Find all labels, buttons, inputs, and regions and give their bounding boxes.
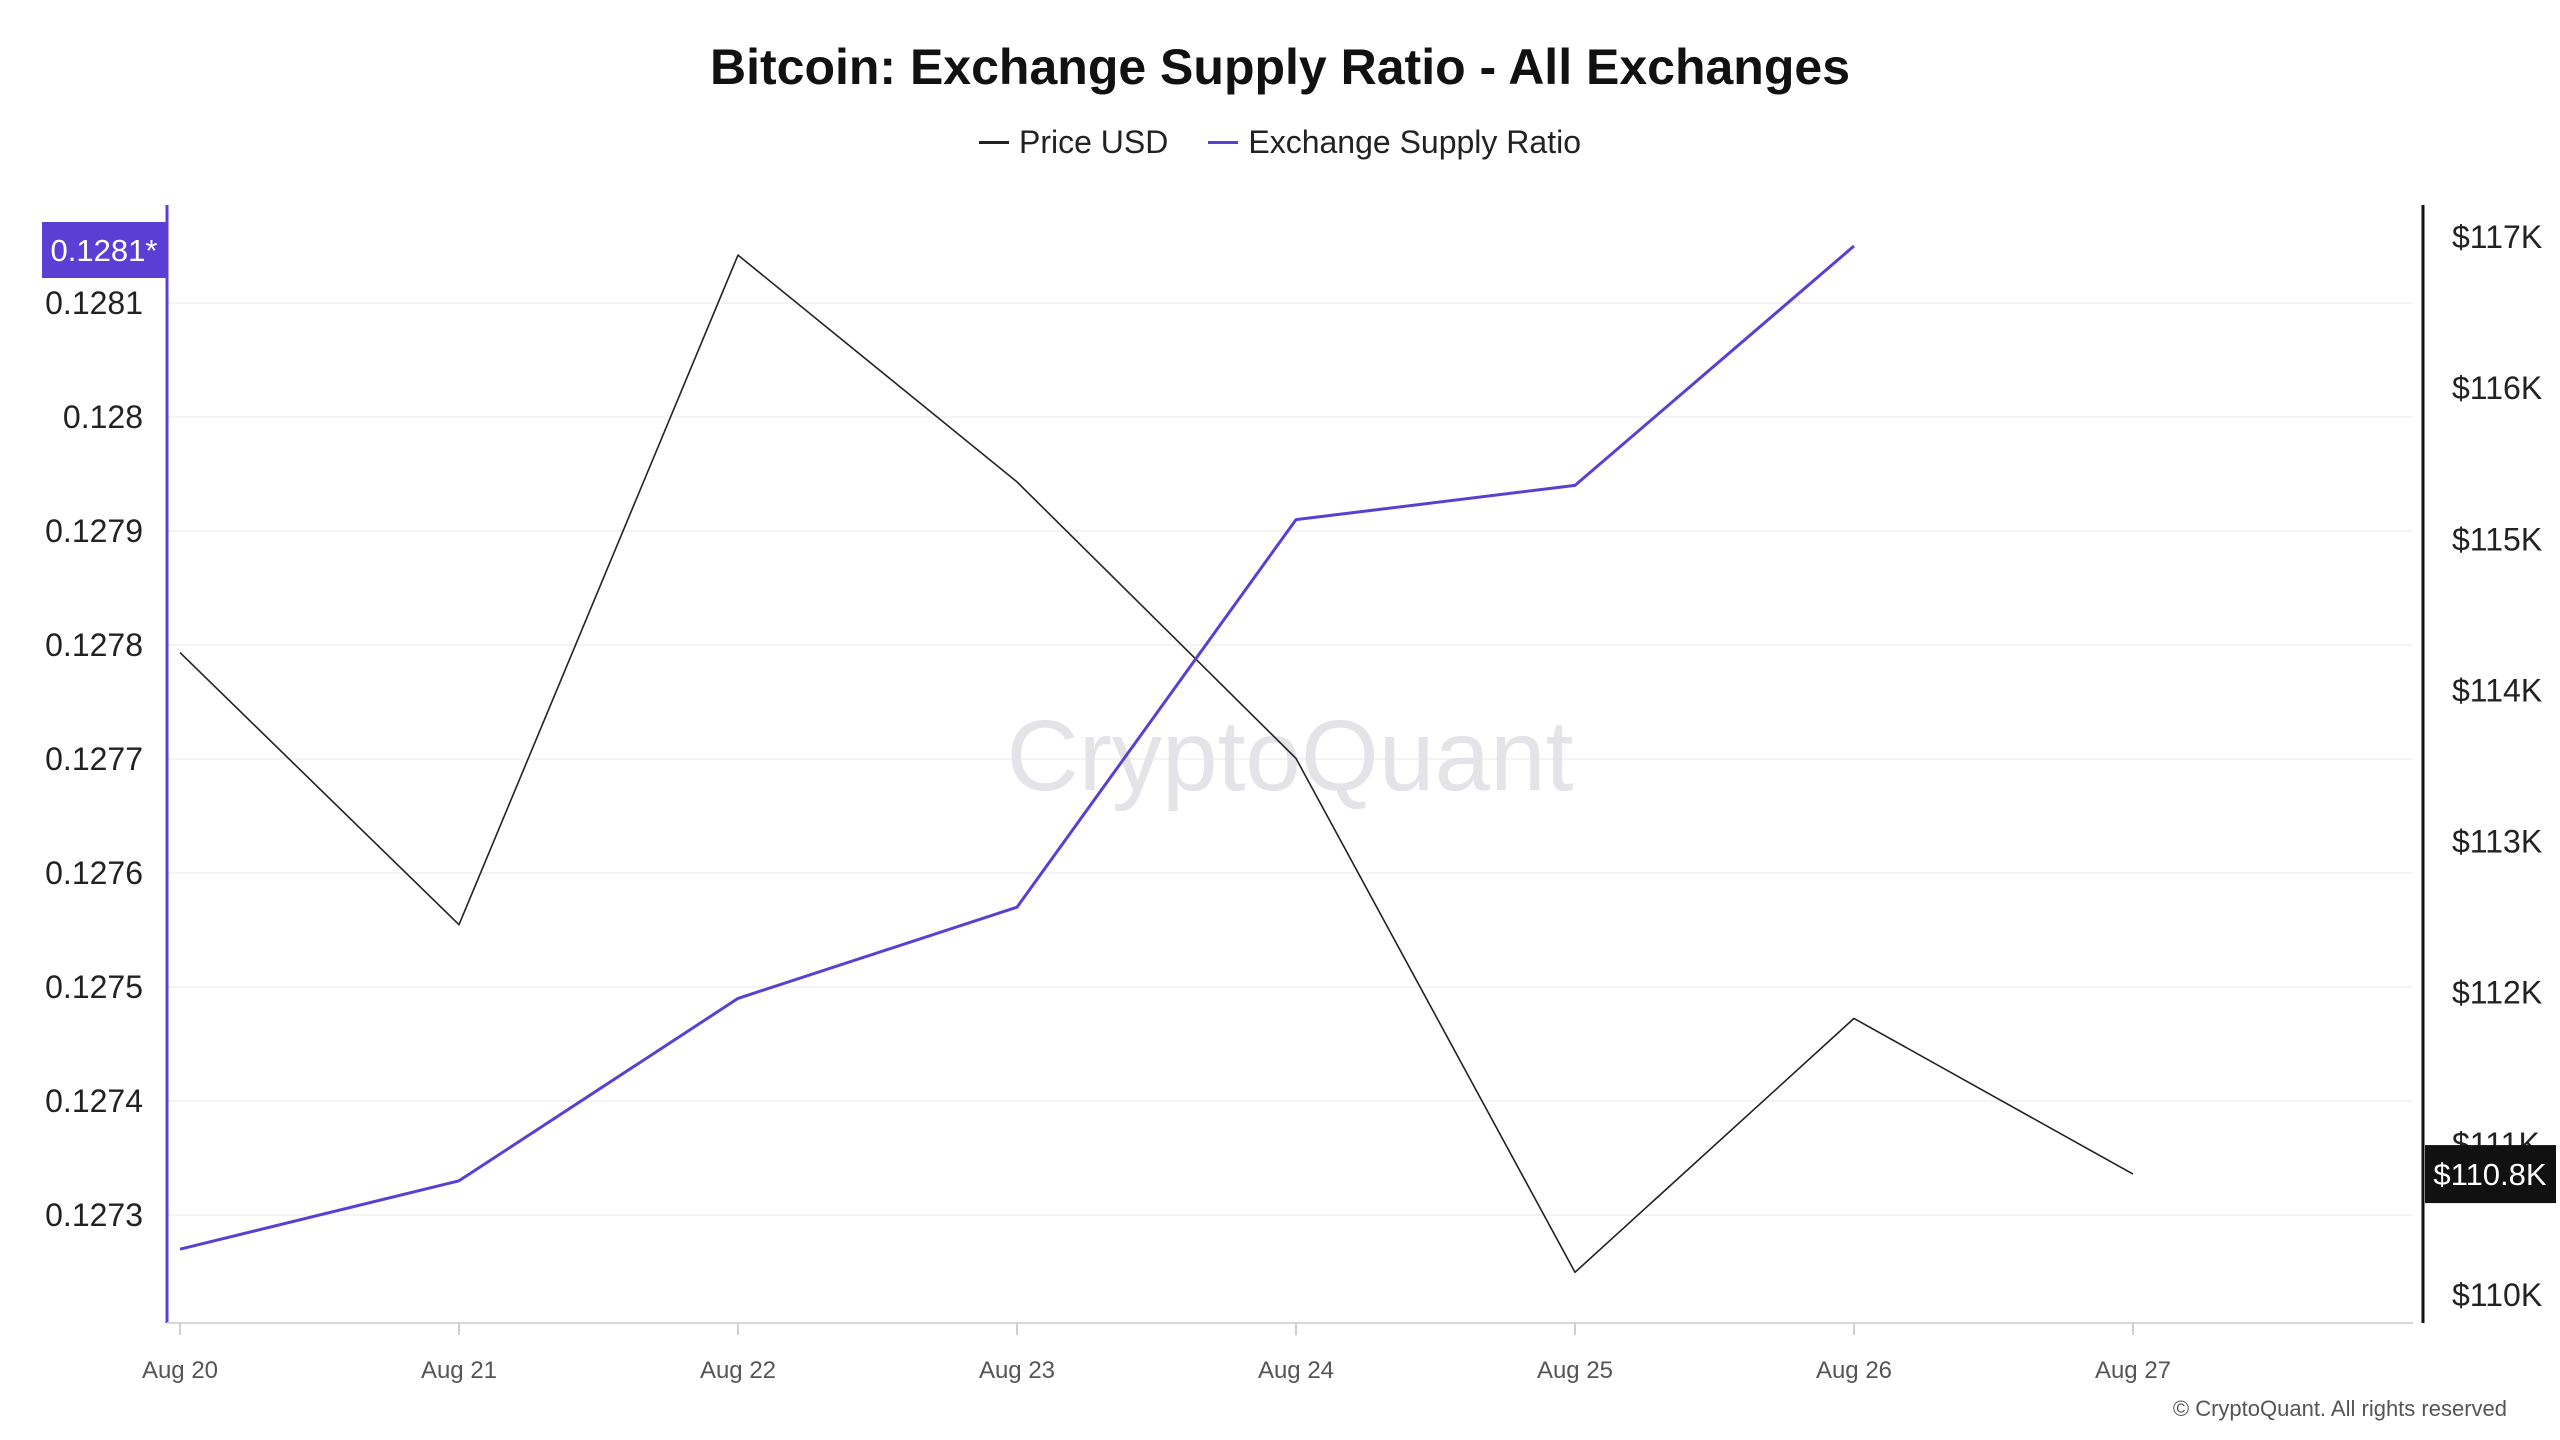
x-tick-label: Aug 25 — [1537, 1357, 1613, 1384]
right-current-value-box — [2425, 1145, 2556, 1204]
right-tick-label: $112K — [2452, 975, 2542, 1011]
x-tick-label: Aug 27 — [2095, 1357, 2171, 1384]
left-tick-label: 0.1278 — [45, 627, 143, 663]
right-tick-label: $115K — [2452, 521, 2542, 557]
left-tick-label: 0.128 — [63, 399, 143, 435]
legend-label-price: Price USD — [1018, 124, 1169, 160]
left-tick-label: 0.1276 — [45, 855, 143, 891]
x-tick-label: Aug 22 — [700, 1357, 776, 1384]
chart-legend: Price USD Exchange Supply Ratio — [0, 124, 2560, 161]
legend-swatch-supply-ratio — [1208, 141, 1239, 144]
price-usd-line — [179, 254, 2134, 1274]
left-current-value-label: 0.1281* — [51, 233, 158, 268]
left-current-value-box — [42, 222, 166, 278]
series-layer — [179, 244, 2134, 1274]
watermark: CryptoQuant — [1007, 700, 1574, 812]
legend-item-price[interactable]: Price USD — [978, 124, 1169, 161]
exchange-supply-ratio-line — [179, 244, 1855, 1251]
x-tick-label: Aug 24 — [1258, 1357, 1334, 1384]
left-tick-label: 0.1275 — [45, 969, 143, 1005]
right-tick-label: $114K — [2452, 672, 2542, 708]
legend-swatch-price — [978, 141, 1009, 144]
x-tick-label: Aug 21 — [421, 1357, 497, 1384]
legend-label-supply-ratio: Exchange Supply Ratio — [1248, 124, 1581, 160]
axes-layer — [165, 205, 2425, 1335]
left-tick-label: 0.1281 — [45, 285, 143, 321]
right-tick-label: $116K — [2452, 370, 2542, 406]
chart-title: Bitcoin: Exchange Supply Ratio - All Exc… — [709, 39, 1850, 95]
left-tick-label: 0.1277 — [45, 741, 143, 777]
x-tick-label: Aug 23 — [979, 1357, 1055, 1384]
left-tick-label: 0.1273 — [45, 1197, 143, 1233]
copyright-notice: © CryptoQuant. All rights reserved — [2172, 1396, 2507, 1421]
right-tick-label: $113K — [2452, 824, 2542, 860]
left-tick-label: 0.1274 — [45, 1083, 143, 1119]
left-tick-label: 0.1279 — [45, 513, 143, 549]
right-tick-label: $110K — [2452, 1277, 2542, 1313]
right-tick-label: $117K — [2452, 219, 2542, 255]
x-tick-label: Aug 20 — [142, 1357, 218, 1384]
labels-layer: 0.1273 0.1274 0.1275 0.1276 0.1277 0.1278 0.12… — [42, 219, 2556, 1384]
x-tick-label: Aug 26 — [1816, 1357, 1892, 1384]
right-current-value-label: $110.8K — [2433, 1157, 2547, 1192]
grid-layer — [167, 302, 2413, 1216]
legend-item-supply-ratio[interactable]: Exchange Supply Ratio — [1208, 124, 1581, 161]
